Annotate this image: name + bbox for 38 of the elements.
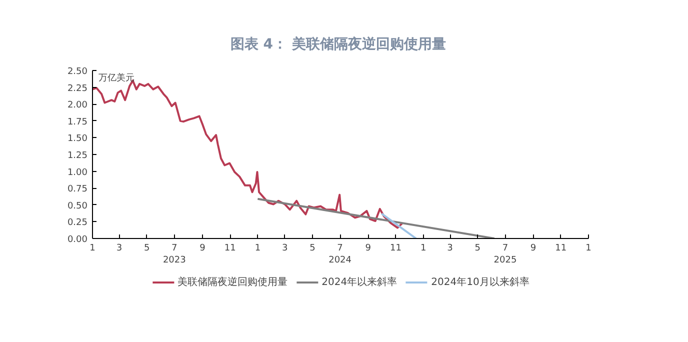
x-tick-label: 9 [365,244,372,254]
x-tick-label: 11 [390,244,402,254]
x-tick-label: 9 [530,244,536,254]
y-tick-label: 1.75 [67,117,88,128]
legend-label: 美联储隔夜逆回购使用量 [178,276,288,289]
x2-tick-label: 2023 [162,256,186,266]
y-tick-label: 0.75 [67,184,88,195]
x-tick-label: 11 [224,244,236,254]
x-tick-label: 11 [555,244,567,254]
x-tick-label: 1 [254,244,261,254]
x-tick-label: 7 [502,244,508,254]
x-tick-label: 3 [116,244,122,254]
y-tick-label: 2.50 [67,67,88,77]
y-tick-label: 0.00 [67,235,88,245]
y-tick-label: 0.50 [67,201,88,212]
y-tick-label: 2.25 [67,84,88,94]
y-tick-label: 0.25 [67,218,88,228]
legend-label: 2024年以来斜率 [322,276,398,289]
y-tick-label: 1.50 [67,134,88,144]
x-tick-label: 1 [586,244,592,254]
chart-title: 图表 4： 美联储隔夜逆回购使用量 [230,36,446,52]
y-tick-label: 2.00 [67,100,88,111]
y-tick-label: 1.25 [67,151,88,161]
y-axis-title: 万亿美元 [98,72,134,84]
x2-tick-label: 2025 [494,256,517,266]
x-tick-label: 3 [282,244,288,254]
x-tick-label: 3 [447,244,453,254]
x2-tick-label: 2024 [328,256,352,266]
x-tick-label: 9 [200,244,206,254]
x-tick-label: 1 [90,244,96,254]
y-tick-label: 1.00 [67,168,88,178]
x-tick-label: 5 [474,244,480,254]
legend-label: 2024年10月以来斜率 [431,276,530,289]
x-tick-label: 5 [144,244,150,254]
x-tick-label: 7 [337,244,343,254]
x-tick-label: 7 [172,244,178,254]
x-tick-label: 1 [420,244,426,254]
x-tick-label: 5 [310,244,316,254]
